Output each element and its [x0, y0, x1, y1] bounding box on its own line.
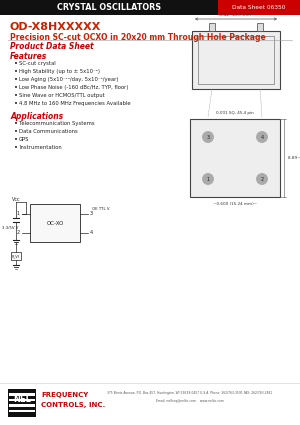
Text: 0.001 SQ, 45.4 pin: 0.001 SQ, 45.4 pin: [216, 111, 254, 115]
Text: •: •: [14, 145, 18, 151]
Text: Features: Features: [10, 52, 47, 61]
Text: •: •: [14, 69, 18, 75]
Text: Instrumentation: Instrumentation: [19, 145, 62, 150]
Bar: [11, 252, 21, 260]
Text: •: •: [14, 137, 18, 143]
Bar: [190, 119, 280, 197]
Circle shape: [256, 173, 268, 184]
Text: 3: 3: [206, 134, 210, 139]
Text: FREQUENCY: FREQUENCY: [41, 392, 88, 398]
Text: 3.3/5V V: 3.3/5V V: [2, 226, 18, 230]
Text: GPS: GPS: [19, 137, 29, 142]
Text: 2: 2: [260, 176, 264, 181]
Text: SC-cut crystal: SC-cut crystal: [19, 61, 56, 66]
Text: Data Sheet 06350: Data Sheet 06350: [232, 5, 286, 10]
Text: •: •: [14, 121, 18, 127]
Bar: [9, 393, 35, 396]
Text: 2: 2: [17, 230, 20, 235]
Text: Sine Wave or HCMOS/TTL output: Sine Wave or HCMOS/TTL output: [19, 93, 105, 98]
Text: Email: nelfreq@neltic.com    www.neltic.com: Email: nelfreq@neltic.com www.neltic.com: [156, 399, 224, 403]
Text: 8.89~13.24 mm: 8.89~13.24 mm: [288, 156, 300, 160]
Bar: [0, 0, 300, 15]
Bar: [218, 0, 300, 15]
Bar: [257, 23, 263, 31]
Text: Applications: Applications: [10, 112, 63, 121]
Text: 0.42~19.7 mm: 0.42~19.7 mm: [220, 13, 251, 17]
Text: Telecommunication Systems: Telecommunication Systems: [19, 121, 94, 126]
Bar: [9, 410, 35, 412]
Bar: [209, 23, 215, 31]
Text: •: •: [14, 61, 18, 67]
Text: •: •: [14, 93, 18, 99]
Text: High Stability (up to ± 5x10⁻⁹): High Stability (up to ± 5x10⁻⁹): [19, 69, 100, 74]
Text: 4: 4: [260, 134, 264, 139]
Circle shape: [202, 131, 214, 142]
Text: 1: 1: [17, 211, 20, 216]
Text: 1: 1: [206, 176, 210, 181]
Text: CONTROLS, INC.: CONTROLS, INC.: [41, 402, 105, 408]
Text: Data Communications: Data Communications: [19, 129, 78, 134]
Text: 375 Birnie Avenue, P.O. Box 457, Huntington, WI 53639-0457 U.S.A. Phone: 262/763: 375 Birnie Avenue, P.O. Box 457, Hunting…: [107, 391, 273, 395]
Bar: [8, 389, 36, 417]
Bar: [198, 36, 274, 84]
Text: CRYSTAL OSCILLATORS: CRYSTAL OSCILLATORS: [57, 3, 161, 12]
Text: 4.8 MHz to 160 MHz Frequencies Available: 4.8 MHz to 160 MHz Frequencies Available: [19, 101, 130, 106]
Text: 4: 4: [90, 230, 93, 235]
Text: Low Aging (5x10⁻¹⁰/day, 5x10⁻⁸/year): Low Aging (5x10⁻¹⁰/day, 5x10⁻⁸/year): [19, 77, 118, 82]
Bar: [9, 399, 35, 401]
Text: ~0.600 (15.24 mm)~: ~0.600 (15.24 mm)~: [213, 202, 257, 206]
Text: Precision SC-cut OCXO in 20x20 mm Through Hole Package: Precision SC-cut OCXO in 20x20 mm Throug…: [10, 33, 266, 42]
Text: Low Phase Noise (-160 dBc/Hz, TYP, floor): Low Phase Noise (-160 dBc/Hz, TYP, floor…: [19, 85, 128, 90]
Text: 3: 3: [90, 211, 93, 216]
Text: R_Vf: R_Vf: [12, 254, 20, 258]
Text: •: •: [14, 101, 18, 107]
Circle shape: [202, 173, 214, 184]
Text: OD-X8HXXXXX: OD-X8HXXXXX: [10, 22, 101, 32]
Text: OE TTL V: OE TTL V: [92, 207, 110, 210]
Text: NEL: NEL: [13, 394, 31, 403]
Circle shape: [256, 131, 268, 142]
Bar: [30, 204, 80, 242]
Text: OC-XO: OC-XO: [46, 221, 64, 226]
Text: •: •: [14, 77, 18, 83]
Text: •: •: [14, 129, 18, 135]
Bar: [9, 404, 35, 406]
Bar: [192, 31, 280, 89]
Text: Vcc: Vcc: [12, 197, 20, 202]
Text: •: •: [14, 85, 18, 91]
Text: Product Data Sheet: Product Data Sheet: [10, 42, 94, 51]
